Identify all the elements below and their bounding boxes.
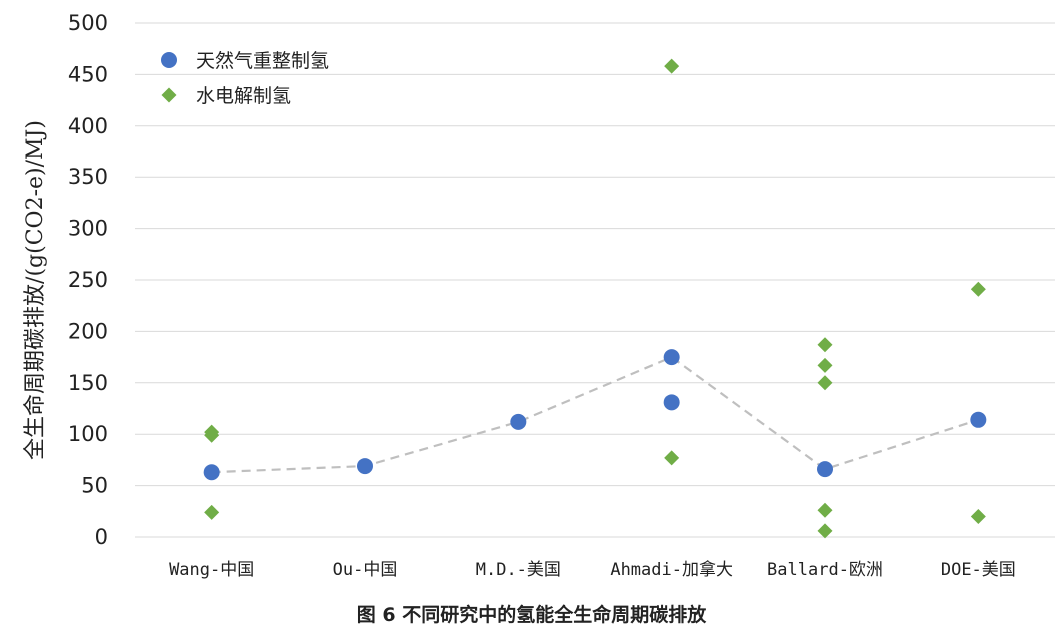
- point-electrolysis: [817, 375, 833, 391]
- point-natural-gas: [663, 394, 680, 411]
- x-category-label: Ballard-欧洲: [767, 560, 883, 580]
- x-axis-categories: Wang-中国 Ou-中国 M.D.-美国 Ahmadi-加拿大 Ballard-欧洲 D…: [169, 559, 1016, 580]
- y-tick-label: 450: [68, 62, 108, 86]
- legend-label: 水电解制氢: [196, 85, 291, 107]
- point-electrolysis: [817, 337, 833, 353]
- y-tick-label: 150: [68, 371, 108, 395]
- point-electrolysis: [817, 357, 833, 373]
- x-category-label: Wang-中国: [169, 560, 254, 580]
- legend-marker: [161, 87, 177, 103]
- point-natural-gas: [970, 411, 987, 428]
- y-tick-label: 400: [68, 114, 108, 138]
- y-axis-label: 全生命周期碳排放/(g(CO2-e)/MJ): [23, 120, 48, 460]
- y-tick-label: 350: [68, 165, 108, 189]
- point-natural-gas: [357, 458, 373, 475]
- legend-label: 天然气重整制氢: [196, 50, 329, 72]
- point-electrolysis: [970, 508, 986, 524]
- point-natural-gas: [817, 461, 833, 478]
- y-tick-label: 0: [95, 525, 108, 549]
- point-electrolysis: [204, 427, 220, 443]
- y-tick-label: 200: [68, 319, 108, 343]
- point-electrolysis: [970, 281, 986, 297]
- point-natural-gas: [663, 349, 680, 366]
- chart: 0 50 100 150 200 250 300 350 400 450 500 Wang-中国 Ou…: [23, 11, 1055, 580]
- point-electrolysis: [204, 504, 220, 520]
- point-electrolysis: [817, 523, 833, 539]
- legend-marker: [161, 52, 177, 68]
- x-category-label: Ahmadi-加拿大: [610, 559, 733, 580]
- y-tick-label: 300: [68, 217, 108, 241]
- x-category-label: DOE-美国: [941, 560, 1016, 580]
- y-tick-label: 100: [68, 422, 108, 446]
- point-electrolysis: [664, 450, 680, 466]
- data-points: [203, 58, 987, 539]
- figure-caption: 图 6 不同研究中的氢能全生命周期碳排放: [356, 604, 707, 626]
- y-tick-label: 250: [68, 268, 108, 292]
- y-axis-ticks: 0 50 100 150 200 250 300 350 400 450 500: [68, 11, 108, 549]
- x-category-label: M.D.-美国: [476, 560, 561, 580]
- point-natural-gas: [510, 413, 527, 430]
- point-electrolysis: [817, 502, 833, 518]
- point-electrolysis: [664, 58, 680, 74]
- x-category-label: Ou-中国: [333, 560, 398, 580]
- point-natural-gas: [203, 464, 220, 481]
- y-tick-label: 500: [68, 11, 108, 35]
- y-tick-label: 50: [81, 474, 108, 498]
- trend-line: [211, 355, 979, 474]
- gridlines: [135, 22, 1055, 538]
- trend-line-path: [211, 355, 979, 474]
